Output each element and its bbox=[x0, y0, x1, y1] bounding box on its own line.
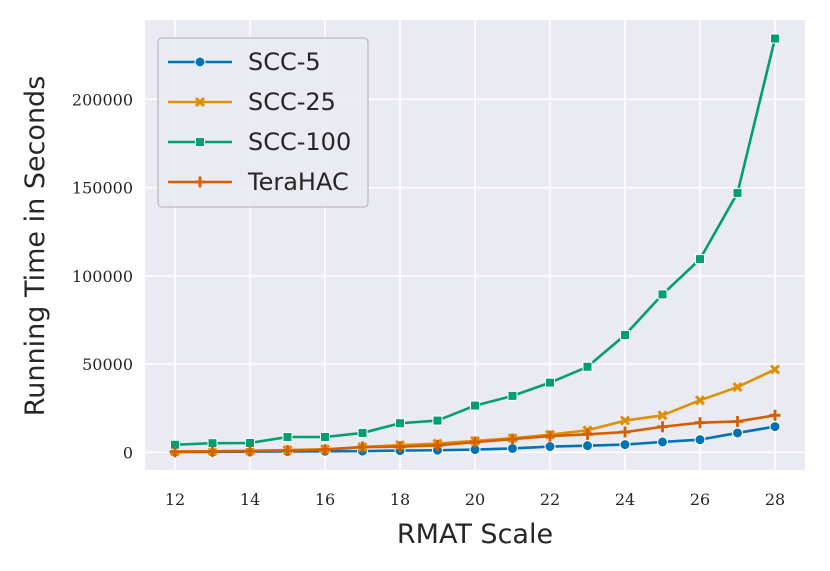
data-point-scc-100 bbox=[545, 377, 555, 388]
legend: SCC-5 SCC-25 SCC-100 TeraHAC bbox=[157, 37, 369, 208]
x-axis-label: RMAT Scale bbox=[397, 519, 553, 550]
legend-label: TeraHAC bbox=[247, 168, 349, 196]
tick-labels: 12 14 16 18 20 22 24 26 28 0 50000 100000 150000 2000… bbox=[72, 90, 785, 509]
y-tick-label: 0 bbox=[123, 443, 133, 462]
data-point-terahac bbox=[769, 409, 781, 421]
series-layer bbox=[169, 33, 781, 458]
data-point-scc-5 bbox=[544, 441, 556, 453]
y-tick-label: 150000 bbox=[72, 179, 133, 198]
data-point-scc-5 bbox=[732, 427, 743, 439]
data-point-scc-25 bbox=[769, 364, 781, 375]
data-point-terahac bbox=[544, 430, 556, 442]
data-point-scc-25 bbox=[619, 415, 631, 426]
data-point-terahac bbox=[732, 415, 743, 427]
data-point-scc-5 bbox=[769, 421, 781, 433]
x-tick-label: 20 bbox=[465, 490, 485, 509]
legend-label: SCC-25 bbox=[248, 88, 336, 116]
series-scc-100 bbox=[170, 33, 780, 450]
data-point-scc-100 bbox=[657, 289, 668, 300]
legend-box bbox=[157, 37, 369, 208]
x-tick-label: 24 bbox=[615, 490, 635, 509]
data-point-scc-5 bbox=[694, 434, 706, 446]
data-point-terahac bbox=[282, 445, 293, 457]
data-point-scc-5 bbox=[619, 439, 631, 451]
y-tick-label: 100000 bbox=[72, 267, 133, 286]
data-point-scc-100 bbox=[395, 418, 405, 429]
x-tick-label: 18 bbox=[390, 490, 410, 509]
data-point-terahac bbox=[169, 446, 181, 458]
data-point-scc-5 bbox=[507, 442, 518, 454]
data-point-scc-100 bbox=[320, 432, 330, 442]
y-axis-label: Running Time in Seconds bbox=[20, 76, 51, 417]
legend-entry-terahac: TeraHAC bbox=[168, 168, 349, 196]
x-tick-label: 16 bbox=[315, 490, 335, 509]
legend-entry-scc-5: SCC-5 bbox=[168, 48, 321, 76]
data-point-terahac bbox=[619, 426, 631, 438]
data-point-terahac bbox=[582, 428, 593, 440]
data-point-scc-100 bbox=[357, 427, 368, 438]
legend-entry-scc-100: SCC-100 bbox=[168, 128, 351, 156]
data-point-scc-100 bbox=[507, 390, 518, 401]
data-point-terahac bbox=[357, 441, 368, 453]
data-point-terahac bbox=[432, 439, 443, 451]
data-point-scc-5 bbox=[657, 436, 668, 448]
data-point-scc-100 bbox=[732, 187, 743, 198]
data-point-scc-100 bbox=[432, 415, 443, 426]
data-point-terahac bbox=[207, 445, 218, 457]
data-point-scc-100 bbox=[582, 361, 593, 372]
x-tick-label: 14 bbox=[240, 490, 260, 509]
series-terahac bbox=[169, 409, 781, 458]
data-point-scc-25 bbox=[732, 381, 743, 393]
y-tick-label: 200000 bbox=[72, 90, 133, 109]
data-point-terahac bbox=[694, 417, 706, 429]
data-point-terahac bbox=[469, 436, 481, 448]
x-tick-label: 12 bbox=[165, 490, 185, 509]
legend-marker bbox=[194, 96, 206, 108]
data-point-scc-100 bbox=[620, 330, 630, 340]
data-point-terahac bbox=[244, 445, 256, 457]
legend-marker bbox=[195, 137, 205, 147]
legend-marker bbox=[194, 56, 206, 68]
y-tick-label: 50000 bbox=[82, 355, 133, 374]
x-tick-label: 26 bbox=[690, 490, 710, 509]
data-point-scc-100 bbox=[282, 432, 293, 442]
data-point-scc-100 bbox=[695, 254, 705, 265]
data-point-scc-25 bbox=[657, 410, 668, 421]
data-point-scc-25 bbox=[694, 395, 706, 406]
data-point-terahac bbox=[394, 441, 406, 453]
data-point-terahac bbox=[657, 421, 668, 433]
x-tick-label: 22 bbox=[540, 490, 560, 509]
x-tick-label: 28 bbox=[765, 490, 785, 509]
data-point-terahac bbox=[319, 444, 331, 456]
data-point-scc-5 bbox=[582, 440, 593, 452]
legend-label: SCC-5 bbox=[248, 48, 321, 76]
legend-label: SCC-100 bbox=[248, 128, 351, 156]
data-point-terahac bbox=[507, 433, 518, 445]
legend-entry-scc-25: SCC-25 bbox=[168, 88, 336, 116]
legend-marker bbox=[194, 176, 206, 188]
data-point-scc-100 bbox=[770, 33, 780, 44]
data-point-scc-100 bbox=[470, 400, 480, 411]
